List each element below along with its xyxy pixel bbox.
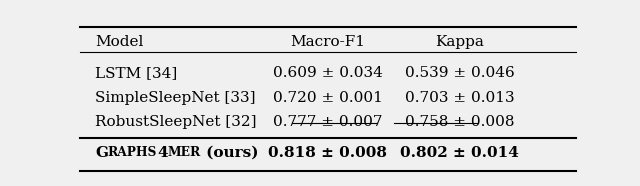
Text: RAPHS: RAPHS <box>108 146 157 159</box>
Text: Macro-F1: Macro-F1 <box>291 35 365 49</box>
Text: 0.777 ± 0.007: 0.777 ± 0.007 <box>273 115 383 129</box>
Text: 0.609 ± 0.034: 0.609 ± 0.034 <box>273 66 383 80</box>
Text: Kappa: Kappa <box>435 35 484 49</box>
Text: LSTM [34]: LSTM [34] <box>95 66 177 80</box>
Text: Model: Model <box>95 35 143 49</box>
Text: MER: MER <box>168 146 201 159</box>
Text: 0.818 ± 0.008: 0.818 ± 0.008 <box>269 146 387 160</box>
Text: 0.539 ± 0.046: 0.539 ± 0.046 <box>404 66 515 80</box>
Text: RobustSleepNet [32]: RobustSleepNet [32] <box>95 115 257 129</box>
Text: 0.802 ± 0.014: 0.802 ± 0.014 <box>400 146 519 160</box>
Text: SimpleSleepNet [33]: SimpleSleepNet [33] <box>95 91 255 105</box>
Text: 4: 4 <box>157 146 168 160</box>
Text: 0.758 ± 0.008: 0.758 ± 0.008 <box>404 115 514 129</box>
Text: 0.720 ± 0.001: 0.720 ± 0.001 <box>273 91 383 105</box>
Text: 0.703 ± 0.013: 0.703 ± 0.013 <box>404 91 515 105</box>
Text: G: G <box>95 146 108 160</box>
Text: (ours): (ours) <box>201 146 259 160</box>
